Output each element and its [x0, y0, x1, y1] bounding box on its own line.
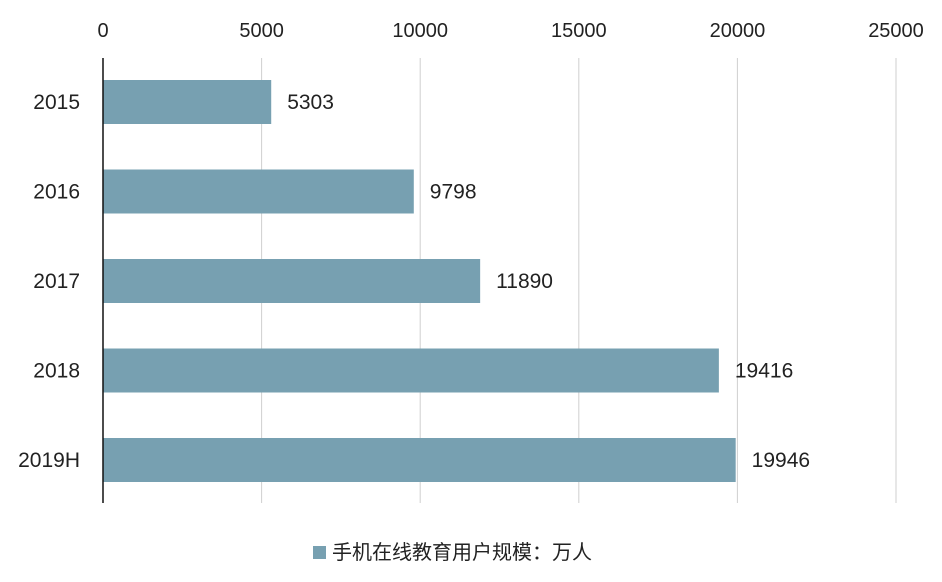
x-tick-label: 5000 [239, 20, 284, 42]
data-labels: 5303 9798 11890 19416 19946 [287, 91, 810, 472]
category-label: 2018 [33, 360, 80, 383]
category-label: 2019H [18, 449, 80, 472]
data-label: 19946 [752, 449, 810, 472]
data-label: 19416 [735, 360, 793, 383]
legend-swatch [313, 546, 326, 559]
x-tick-label: 20000 [710, 20, 766, 42]
data-label: 11890 [496, 270, 553, 293]
bar-2019H [103, 438, 736, 482]
category-label: 2015 [33, 91, 80, 114]
x-axis-ticks: 0 5000 10000 15000 20000 25000 [97, 20, 923, 42]
bar-2016 [103, 169, 414, 214]
bar-2018 [103, 348, 719, 393]
category-label: 2016 [33, 181, 80, 204]
legend: 手机在线教育用户规模：万人 [313, 540, 592, 564]
bar-2017 [103, 259, 481, 303]
category-label: 2017 [33, 270, 80, 293]
x-tick-label: 15000 [551, 20, 607, 42]
bar-2015 [103, 80, 272, 124]
grid-lines [261, 58, 897, 503]
x-tick-label: 25000 [868, 20, 924, 42]
x-tick-label: 0 [97, 20, 108, 42]
x-tick-label: 10000 [392, 20, 448, 42]
y-axis-categories: 2015 2016 2017 2018 2019H [18, 91, 80, 472]
bars [103, 80, 736, 482]
data-label: 9798 [430, 181, 477, 204]
legend-label: 手机在线教育用户规模：万人 [332, 540, 592, 564]
data-label: 5303 [287, 91, 334, 114]
